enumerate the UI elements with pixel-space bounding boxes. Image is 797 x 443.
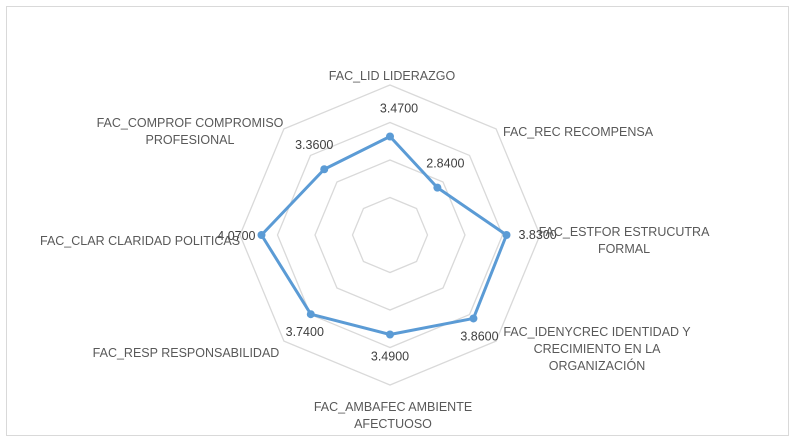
axis-label-7: FAC_CLAR CLARIDAD POLITICAS [40,234,240,248]
grid-ring-2 [314,159,466,311]
axis-label-line: FAC_RESP RESPONSABILIDAD [93,346,280,360]
value-label-5: 3.4900 [371,350,409,364]
series-layer [257,132,511,339]
value-label-8: 3.3600 [295,138,333,152]
axis-label-line: FAC_ESTFOR ESTRUCUTRA [539,225,711,239]
axis-label-line: FAC_COMPROF COMPROMISO [97,116,284,130]
value-label-4: 3.8600 [460,329,498,343]
grid-ring-3 [276,121,504,349]
axis-label-line: FAC_AMBAFEC AMBIENTE [314,400,472,414]
data-point-4 [469,314,478,323]
value-label-3: 3.8300 [519,228,557,242]
data-point-7 [257,231,266,239]
axis-label-8: FAC_COMPROF COMPROMISO PROFESIONAL [97,116,284,147]
label-layer: 3.4700 2.8400 3.8300 3.8600 3.4900 3.7400 4.07… [40,69,710,431]
grid-ring-1 [351,196,429,274]
axis-label-line: ORGANIZACIÓN [549,358,646,373]
axis-label-line: CRECIMIENTO EN LA [534,342,662,356]
data-point-8 [320,165,329,174]
axis-label-line: PROFESIONAL [146,133,235,147]
axis-label-line: FAC_REC RECOMPENSA [503,125,654,139]
axis-label-6: FAC_RESP RESPONSABILIDAD [93,346,280,360]
value-label-1: 3.4700 [380,102,418,116]
axis-label-1: FAC_LID LIDERAZGO [329,69,456,83]
axis-label-4: FAC_IDENYCREC IDENTIDAD Y CRECIMIENTO EN … [503,325,691,373]
axis-label-line: AFECTUOSO [354,417,432,431]
value-label-2: 2.8400 [426,157,464,171]
axis-label-line: FAC_LID LIDERAZGO [329,69,456,83]
series-line [260,135,508,336]
axis-label-line: FAC_CLAR CLARIDAD POLITICAS [40,234,240,248]
axis-label-line: FAC_IDENYCREC IDENTIDAD Y [503,325,691,339]
axis-label-line: FORMAL [598,242,650,256]
data-point-1 [386,132,394,141]
axis-label-2: FAC_REC RECOMPENSA [503,125,654,139]
axis-label-5: FAC_AMBAFEC AMBIENTE AFECTUOSO [314,400,472,431]
grid-layer [239,84,541,386]
value-label-7: 4.0700 [217,229,255,243]
data-point-5 [386,330,394,339]
data-point-6 [306,310,315,319]
data-point-3 [502,231,511,239]
grid-ring-4 [239,84,541,386]
data-point-2 [433,183,442,192]
value-label-6: 3.7400 [286,325,324,339]
chart-frame [6,6,789,436]
axis-label-3: FAC_ESTFOR ESTRUCUTRA FORMAL [539,225,711,256]
